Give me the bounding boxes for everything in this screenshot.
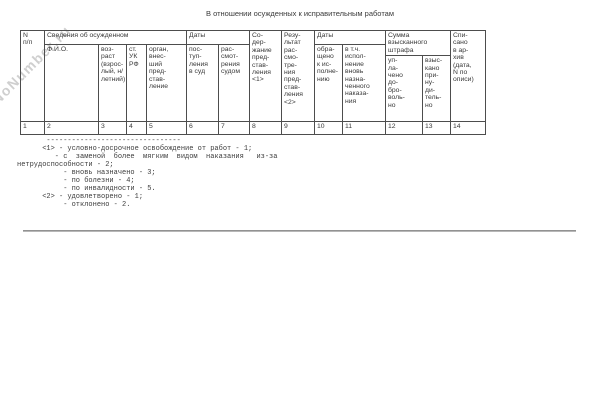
- col-number: 6: [187, 122, 219, 134]
- page-title: В отношении осужденных к исправительным …: [206, 9, 394, 18]
- col-header-submission-content: Со- дер- жание пред- став- ления <1>: [250, 31, 282, 121]
- group-fine-sum-subcols: уп- ла- чено до- бро- воль- но взыс- кан…: [386, 56, 450, 121]
- group-dates-court-subcols: пос- туп- ления в суд рас- смот- рения с…: [187, 45, 249, 121]
- col-header-turned-to-execution: обра- щено к ис- полне- нию: [315, 45, 343, 121]
- col-number: 4: [127, 122, 147, 134]
- column-number-row: 1 2 3 4 5 6 7 8 9 10 11 12 13 14: [21, 121, 485, 134]
- col-header-consideration-result: Резу- льтат рас- смо- тре- ния пред- ста…: [282, 31, 315, 121]
- group-convict-info-subcols: Ф.И.О. воз- раст (взрос- лый, н/ летний)…: [45, 45, 186, 121]
- group-fine-sum: Сумма взысканного штрафа уп- ла- чено до…: [386, 31, 451, 121]
- horizontal-divider: [23, 230, 576, 232]
- col-header-incl-new-punishment: в т.ч. испол- нение вновь назна- ченного…: [345, 46, 370, 105]
- col-header-row-number: N п/п: [21, 31, 45, 121]
- group-header-fine-sum: Сумма взысканного штрафа: [386, 31, 450, 57]
- col-header-criminal-code-article: ст. УК РФ: [127, 45, 147, 121]
- col-number: 5: [147, 122, 187, 134]
- col-number: 9: [282, 122, 315, 134]
- group-dates-court: Даты пос- туп- ления в суд рас- смот- ре…: [187, 31, 250, 121]
- group-dates-execution: Даты обра- щено к ис- полне- нию в т.ч. …: [315, 31, 386, 121]
- group-header-convict-info: Сведения об осужденном: [45, 31, 186, 45]
- col-number: 10: [315, 122, 343, 134]
- col-header-considered-by-court: рас- смот- рения судом: [221, 46, 240, 76]
- group-header-dates-court: Даты: [187, 31, 249, 45]
- convicts-correctional-works-table: N п/п Сведения об осужденном Ф.И.О. воз-…: [20, 30, 486, 135]
- col-number: 7: [219, 122, 250, 134]
- col-number: 8: [250, 122, 282, 134]
- col-header-submitting-organ: орган, внес- ший пред- став- ление: [149, 46, 169, 91]
- col-number: 12: [386, 122, 423, 134]
- col-number: 13: [423, 122, 451, 134]
- footnote-legend: -------------------------------- <1> - у…: [17, 137, 278, 209]
- col-header-received-by-court: пос- туп- ления в суд: [187, 45, 219, 121]
- group-convict-info: Сведения об осужденном Ф.И.О. воз- раст …: [45, 31, 187, 121]
- col-number: 3: [99, 122, 127, 134]
- col-header-fio: Ф.И.О.: [45, 45, 99, 121]
- col-number: 1: [21, 122, 45, 134]
- col-number: 2: [45, 122, 99, 134]
- col-header-paid-voluntarily: уп- ла- чено до- бро- воль- но: [386, 56, 423, 121]
- group-dates-execution-subcols: обра- щено к ис- полне- нию в т.ч. испол…: [315, 45, 385, 121]
- col-header-archived: Спи- сано в ар- хив (дата, N по описи): [453, 32, 474, 84]
- col-number: 11: [343, 122, 386, 134]
- group-header-dates-execution: Даты: [315, 31, 385, 45]
- col-header-collected-forcibly: взыс- кано при- ну- ди- тель- но: [425, 57, 443, 109]
- col-number: 14: [453, 123, 461, 130]
- table-header: N п/п Сведения об осужденном Ф.И.О. воз-…: [21, 31, 485, 121]
- col-header-age: воз- раст (взрос- лый, н/ летний): [99, 45, 127, 121]
